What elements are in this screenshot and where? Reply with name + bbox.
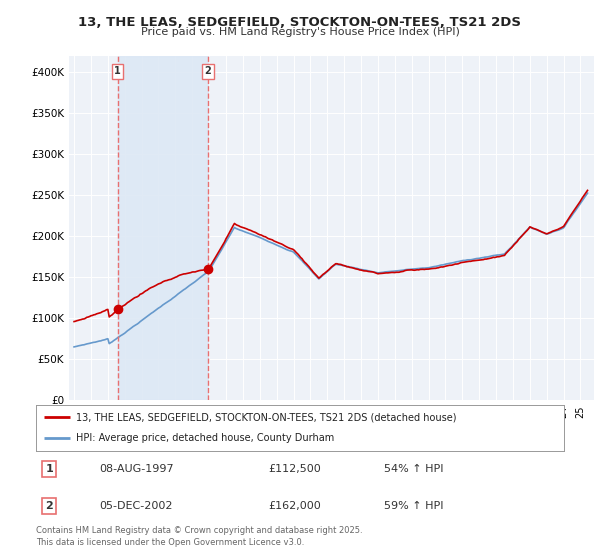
Text: 2: 2	[205, 67, 211, 77]
Text: 2: 2	[46, 501, 53, 511]
Text: HPI: Average price, detached house, County Durham: HPI: Average price, detached house, Coun…	[76, 433, 334, 444]
Text: 13, THE LEAS, SEDGEFIELD, STOCKTON-ON-TEES, TS21 2DS: 13, THE LEAS, SEDGEFIELD, STOCKTON-ON-TE…	[79, 16, 521, 29]
Bar	[118, 56, 208, 400]
Text: 13, THE LEAS, SEDGEFIELD, STOCKTON-ON-TEES, TS21 2DS (detached house): 13, THE LEAS, SEDGEFIELD, STOCKTON-ON-TE…	[76, 412, 456, 422]
Text: 1: 1	[46, 464, 53, 474]
Text: 08-AUG-1997: 08-AUG-1997	[100, 464, 174, 474]
Text: 59% ↑ HPI: 59% ↑ HPI	[385, 501, 444, 511]
Text: 05-DEC-2002: 05-DEC-2002	[100, 501, 173, 511]
Text: £162,000: £162,000	[268, 501, 321, 511]
Text: £112,500: £112,500	[268, 464, 321, 474]
Text: Price paid vs. HM Land Registry's House Price Index (HPI): Price paid vs. HM Land Registry's House …	[140, 27, 460, 37]
Text: 1: 1	[114, 67, 121, 77]
Text: 54% ↑ HPI: 54% ↑ HPI	[385, 464, 444, 474]
Text: Contains HM Land Registry data © Crown copyright and database right 2025.
This d: Contains HM Land Registry data © Crown c…	[36, 526, 362, 547]
